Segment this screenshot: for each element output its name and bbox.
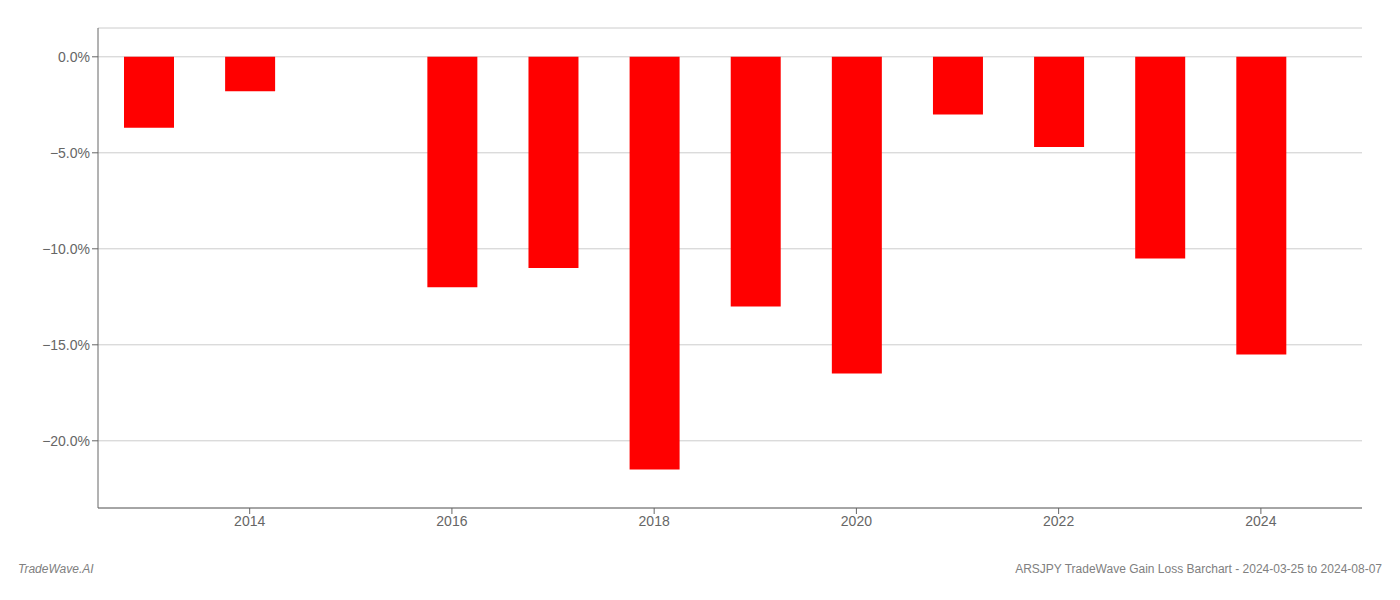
svg-text:−10.0%: −10.0% xyxy=(42,241,90,257)
html-text:TradeWave.AI: TradeWave.AI xyxy=(18,562,94,576)
svg-text:−15.0%: −15.0% xyxy=(42,337,90,353)
svg-text:2016: 2016 xyxy=(436,513,467,529)
svg-text:2020: 2020 xyxy=(841,513,872,529)
svg-text:2018: 2018 xyxy=(639,513,670,529)
html-text:ARSJPY TradeWave Gain Loss Bar: ARSJPY TradeWave Gain Loss Barchart - 20… xyxy=(1015,562,1382,576)
svg-text:2014: 2014 xyxy=(234,513,265,529)
svg-text:−5.0%: −5.0% xyxy=(50,145,90,161)
svg-text:0.0%: 0.0% xyxy=(58,49,90,65)
svg-text:2024: 2024 xyxy=(1245,513,1276,529)
svg-text:2022: 2022 xyxy=(1043,513,1074,529)
svg-text:−20.0%: −20.0% xyxy=(42,433,90,449)
